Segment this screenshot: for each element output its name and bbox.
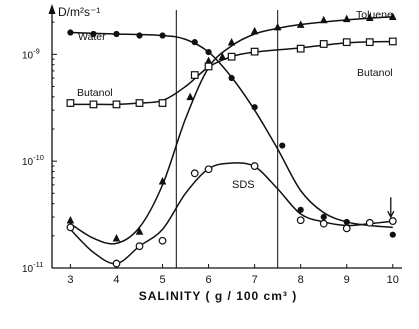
butanol-data-point xyxy=(342,38,351,47)
x-tick-label: 3 xyxy=(67,274,73,286)
y-ticks: 10-9 10-10 10-11 xyxy=(22,21,57,275)
x-tick-label: 6 xyxy=(206,274,212,286)
y-axis-label: D/m²s⁻¹ xyxy=(58,5,100,19)
toluene-data-point xyxy=(112,234,121,242)
butanol-data-point xyxy=(158,99,167,107)
water-data-point xyxy=(343,218,350,226)
x-ticks: 3 4 5 6 7 8 9 10 xyxy=(67,264,399,286)
water-data-point xyxy=(136,32,143,39)
x-tick-label: 5 xyxy=(159,274,165,286)
butanol-data-point xyxy=(388,37,397,46)
toluene-data-point xyxy=(365,13,374,22)
toluene-data-point xyxy=(227,37,236,46)
water-data-point xyxy=(90,30,97,38)
butanol-data-point xyxy=(135,99,144,107)
water-data-point xyxy=(297,206,304,213)
butanol-data-point xyxy=(204,62,213,71)
water-data-point xyxy=(279,142,286,149)
toluene-data-point xyxy=(135,227,144,235)
toluene-data-point xyxy=(296,20,305,28)
sds-curve-label: SDS xyxy=(232,179,255,191)
y-tick-label: 10-11 xyxy=(22,260,43,275)
sds-data-point xyxy=(296,216,305,225)
butanol-data-point xyxy=(365,38,374,47)
toluene-curve-label: Toluene xyxy=(356,9,393,21)
x-tick-label: 4 xyxy=(113,274,119,286)
toluene-data-point xyxy=(204,56,213,65)
toluene-data-point xyxy=(218,52,227,61)
y-tick-label: 10-10 xyxy=(22,153,44,168)
butanol-data-point xyxy=(319,40,328,48)
water-fit-curve xyxy=(70,31,393,229)
sds-data-point xyxy=(342,224,351,233)
annotations xyxy=(387,197,395,219)
sds-data-point xyxy=(112,259,121,268)
x-tick-label: 10 xyxy=(387,274,399,286)
toluene-data-point xyxy=(186,92,194,101)
water-data-point xyxy=(67,29,74,36)
toluene-data-point xyxy=(273,22,282,31)
sds-data-point xyxy=(66,223,75,232)
sds-data-point xyxy=(388,217,397,225)
butanol-data-point xyxy=(89,100,98,109)
toluene-data-point xyxy=(388,12,397,21)
butanol-data-point xyxy=(112,100,121,109)
butanol-left-curve-label: Butanol xyxy=(77,87,113,99)
butanol-data-point xyxy=(66,99,75,107)
x-tick-label: 7 xyxy=(252,274,258,286)
water-data-point xyxy=(389,231,396,238)
water-data-point xyxy=(228,74,235,82)
butanol-data-point xyxy=(250,47,259,56)
sds-fit-curve xyxy=(69,162,393,265)
vertical-reference-lines xyxy=(175,10,279,268)
chart-text: D/m²s⁻¹ SALINITY ( g / 100 cm³ ) Water T… xyxy=(58,5,393,303)
toluene-data-point xyxy=(342,14,351,23)
butanol-data-point xyxy=(190,71,199,79)
water-curve-label: Water xyxy=(78,31,106,43)
butanol-right-curve-label: Butanol xyxy=(357,67,393,79)
x-axis-label: SALINITY ( g / 100 cm³ ) xyxy=(139,289,297,303)
water-data-point xyxy=(191,39,198,46)
data-markers xyxy=(66,12,397,268)
y-tick-label: 10-9 xyxy=(22,46,40,61)
butanol-data-point xyxy=(296,44,305,53)
sds-data-point xyxy=(319,219,328,228)
sds-data-point xyxy=(204,165,213,174)
sds-data-point xyxy=(365,218,374,227)
toluene-data-point xyxy=(319,15,328,24)
axes: 3 4 5 6 7 8 9 10 10-9 10-10 10-11 xyxy=(22,4,402,286)
toluene-fit-curve xyxy=(70,15,393,245)
down-arrow-annotation xyxy=(387,197,395,219)
butanol-data-point xyxy=(227,52,236,61)
water-data-point xyxy=(205,48,212,56)
butanol-fit-curve xyxy=(70,40,393,106)
sds-data-point xyxy=(135,242,144,251)
toluene-data-point xyxy=(66,216,75,224)
water-data-point xyxy=(320,213,327,221)
sds-data-point xyxy=(190,169,199,178)
toluene-data-point xyxy=(158,176,167,185)
sds-data-point xyxy=(158,236,167,245)
water-data-point xyxy=(159,32,166,39)
y-axis-arrow xyxy=(48,4,56,14)
water-data-point xyxy=(113,30,120,38)
water-data-point xyxy=(251,104,258,111)
sds-data-point xyxy=(250,162,259,170)
x-tick-label: 8 xyxy=(298,274,304,286)
toluene-data-point xyxy=(250,26,259,35)
x-tick-label: 9 xyxy=(344,274,350,286)
